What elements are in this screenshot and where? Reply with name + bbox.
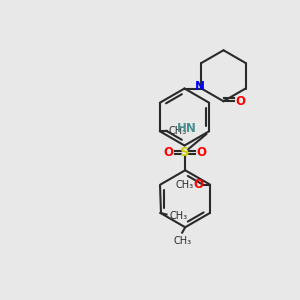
Text: CH₃: CH₃ [169, 211, 188, 221]
Text: CH₃: CH₃ [169, 126, 187, 136]
Text: HN: HN [177, 122, 197, 135]
Text: O: O [197, 146, 207, 159]
Text: N: N [195, 80, 205, 94]
Text: O: O [194, 178, 204, 191]
Text: CH₃: CH₃ [173, 236, 191, 246]
Text: O: O [236, 95, 245, 108]
Text: O: O [164, 146, 174, 159]
Text: CH₃: CH₃ [175, 179, 194, 190]
Text: S: S [180, 146, 190, 159]
